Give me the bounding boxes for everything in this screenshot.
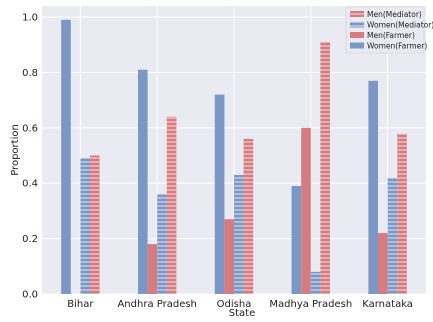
bar-men-mediator-karnataka [397,133,407,294]
y-tick-label: 0.0 [22,290,38,301]
legend-swatch [350,42,364,49]
x-axis-ticks: Bihar Andhra Pradesh Odisha Madhya Pradesh K… [67,299,413,310]
y-tick-label: 1.0 [22,13,38,24]
legend: Men(Mediator) Women(Mediator)Men(Farmer) W… [345,6,433,54]
bar-women-farmer-bihar [61,19,71,294]
bar-women-farmer-odisha [214,94,225,294]
bar-men-farmer-karnataka [378,233,388,294]
bar-women-farmer-madhya-pradesh [291,186,302,294]
y-tick-label: 0.8 [22,68,38,79]
x-axis-label: State [229,308,255,319]
legend-label: Men(Farmer) [367,31,415,40]
legend-label: Women(Farmer) [367,42,427,51]
x-tick-label: Madhya Pradesh [269,299,352,310]
x-tick-label: Karnataka [362,299,413,310]
bar-women-mediator-andhra-pradesh [157,194,167,294]
bar-women-mediator-madhya-pradesh [310,271,321,294]
bar-women-mediator-bihar [80,158,90,294]
bar-men-mediator-odisha [243,138,254,294]
y-tick-label: 0.2 [22,234,38,245]
y-tick-label: 0.6 [22,123,38,134]
legend-label: Men(Mediator) [367,10,422,19]
x-tick-label: Andhra Pradesh [117,299,196,310]
bar-men-mediator-andhra-pradesh [166,116,177,295]
bar-men-mediator-bihar [90,155,100,294]
y-axis-label: Proportion [10,124,21,176]
legend-swatch [350,11,364,17]
bar-men-farmer-andhra-pradesh [147,244,158,294]
bar-women-mediator-karnataka [387,177,398,294]
legend-box [345,6,425,54]
bar-men-mediator-madhya-pradesh [320,42,330,294]
bar-women-farmer-andhra-pradesh [138,69,148,294]
legend-swatch [350,32,364,38]
bar-women-farmer-karnataka [368,80,378,295]
legend-label: Women(Mediator) [367,21,433,30]
bars [61,19,407,295]
legend-swatch [350,21,364,28]
x-tick-label: Bihar [67,299,94,310]
x-tick-label: Odisha [217,299,252,310]
bar-men-farmer-odisha [224,219,234,294]
bar-men-farmer-madhya-pradesh [301,127,311,294]
y-tick-label: 0.4 [22,179,38,190]
y-axis-ticks: 0.0 0.2 0.4 0.6 0.8 1.0 [22,13,38,301]
bar-women-mediator-odisha [234,174,244,294]
